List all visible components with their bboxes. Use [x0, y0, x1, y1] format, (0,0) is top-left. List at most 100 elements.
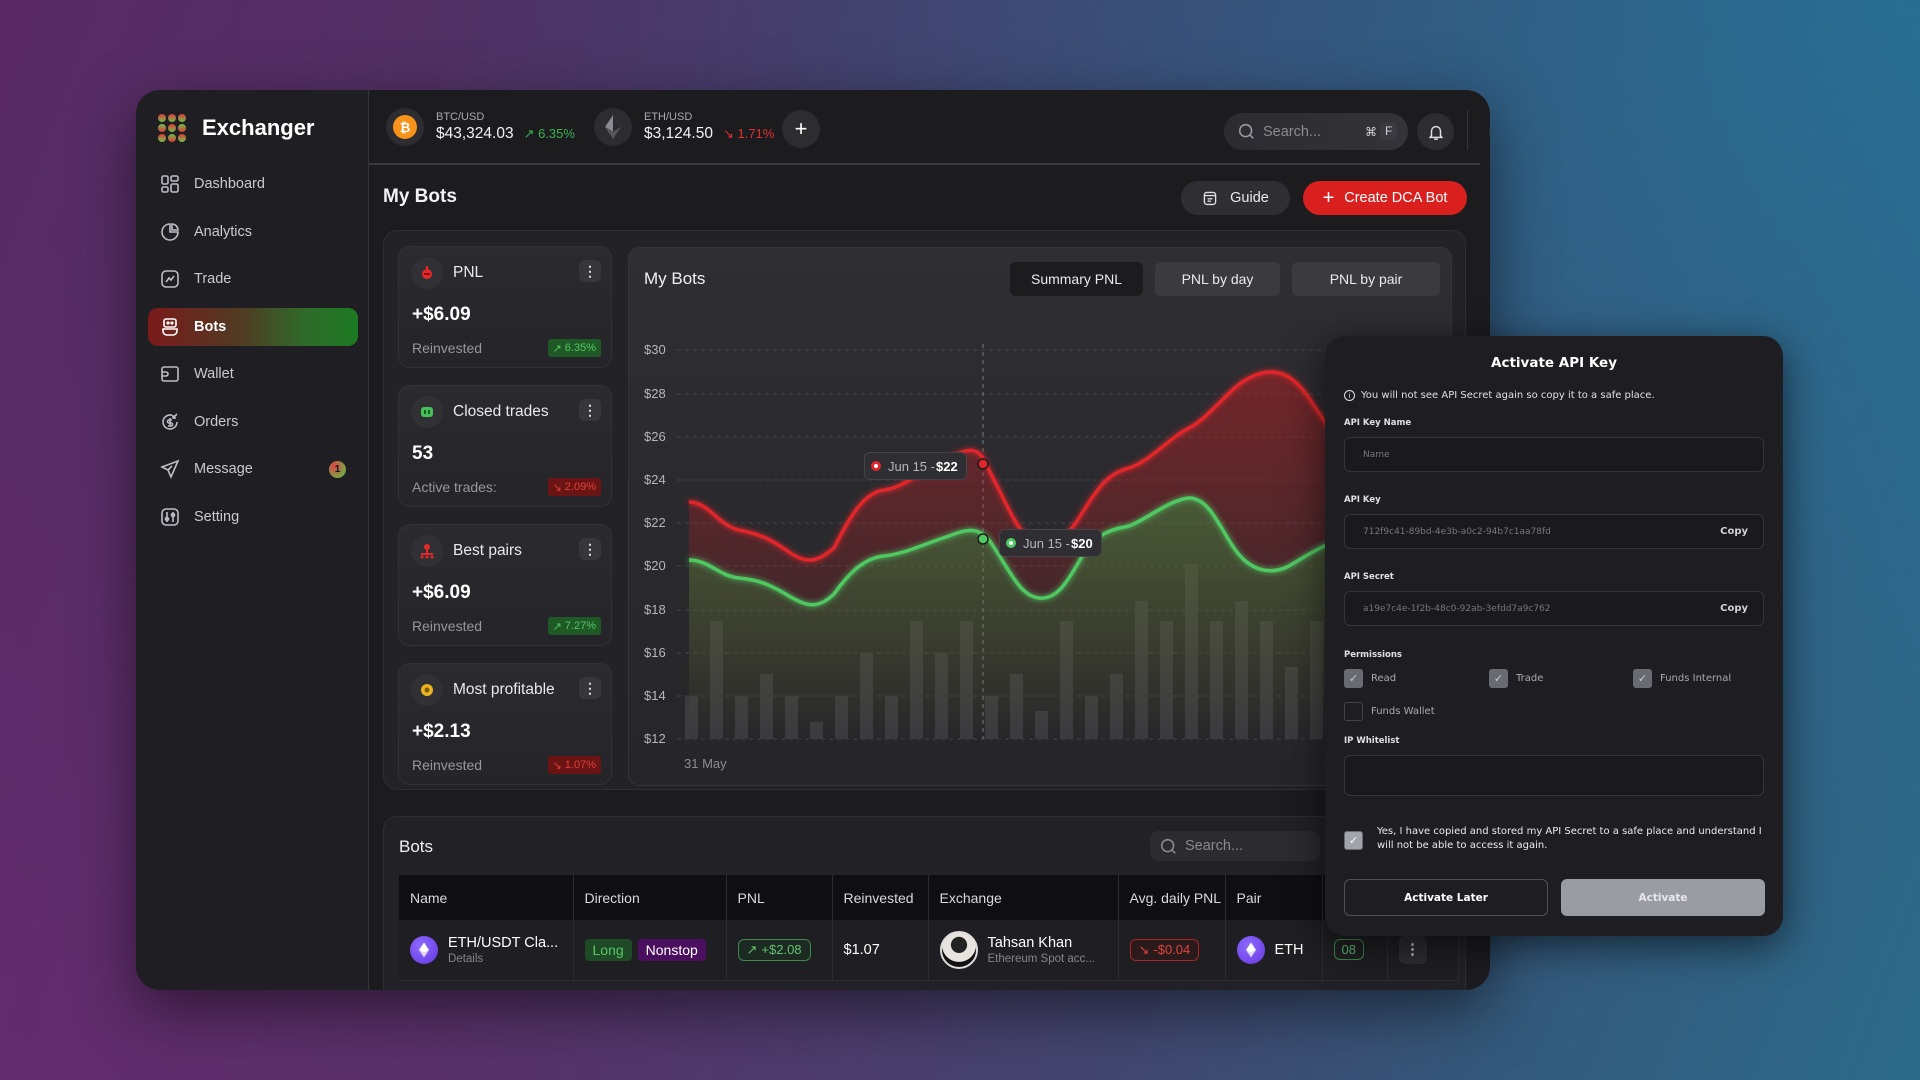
stat-menu-button[interactable]: ⋮: [579, 538, 601, 560]
row-menu-button[interactable]: ⋮: [1398, 935, 1427, 964]
svg-text:$20: $20: [644, 558, 666, 573]
trade-chart-icon: [161, 270, 179, 288]
column-header-pair[interactable]: Pair: [1225, 875, 1323, 920]
search-icon: [1238, 123, 1254, 139]
sidebar-item-orders[interactable]: Orders: [148, 403, 358, 441]
sidebar: Exchanger Dashboard Analytics Trade Bots: [136, 90, 369, 990]
trend-up-icon: ↗: [523, 126, 539, 141]
sidebar-item-label: Message: [194, 461, 253, 477]
ethereum-icon: [1236, 935, 1265, 964]
table-header-row: Name Direction PNL Reinvested Exchange A…: [399, 875, 1459, 920]
sidebar-item-setting[interactable]: Setting: [148, 498, 358, 536]
info-icon: i: [1344, 390, 1355, 401]
ticker-eth[interactable]: ETH/USD $3,124.50 ↘ 1.71%: [594, 108, 774, 146]
table-row[interactable]: ETH/USDT Cla... Details Long Nonstop ↗ +$2…: [399, 920, 1459, 981]
green-dot-icon: [1006, 538, 1016, 548]
settings-sliders-icon: [161, 507, 179, 526]
svg-text:$22: $22: [644, 515, 666, 530]
stat-title: Most profitable: [453, 681, 555, 698]
tab-pnl-by-day[interactable]: PNL by day: [1155, 262, 1280, 296]
permission-trade[interactable]: ✓ Trade: [1489, 669, 1543, 688]
create-dca-bot-button[interactable]: + Create DCA Bot: [1303, 181, 1467, 215]
stat-menu-button[interactable]: ⋮: [579, 260, 601, 282]
avg-daily-pnl-badge: ↘ -$0.04: [1129, 938, 1200, 961]
pnl-chart-panel: My Bots Summary PNL PNL by day PNL by pa…: [628, 247, 1452, 786]
permissions-label: Permissions: [1344, 650, 1402, 660]
bots-search-input[interactable]: Search...: [1150, 831, 1320, 861]
dashboard-icon: [161, 175, 179, 193]
confirm-checkbox[interactable]: ✓: [1344, 831, 1363, 850]
activate-api-key-modal: Activate API Key i You will not see API …: [1325, 336, 1783, 936]
svg-text:$12: $12: [644, 731, 666, 746]
stat-card-closed-trades: Closed trades ⋮ 53 Active trades: ↘ 2.09%: [398, 385, 612, 507]
checkbox-funds-wallet[interactable]: [1344, 702, 1363, 721]
column-header-exchange[interactable]: Exchange: [928, 875, 1119, 920]
column-header-reinvested[interactable]: Reinvested: [832, 875, 929, 920]
api-key-field[interactable]: 712f9c41-89bd-4e3b-a0c2-94b7c1aa78fd Cop…: [1344, 514, 1764, 549]
sidebar-item-label: Dashboard: [194, 176, 265, 192]
permission-label: Read: [1371, 673, 1397, 684]
stat-value: +$6.09: [412, 582, 471, 603]
permission-label: Funds Internal: [1660, 673, 1732, 684]
api-secret-field[interactable]: a19e7c4e-1f2b-48c0-92ab-3efdd7a9c762 Cop…: [1344, 591, 1764, 626]
trend-down-icon: ↘: [552, 759, 562, 772]
ticker-btc[interactable]: ₿ BTC/USD $43,324.03 ↗ 6.35%: [386, 108, 575, 146]
deposit-button[interactable]: Deposit: [1489, 113, 1490, 150]
ip-whitelist-input[interactable]: [1344, 755, 1764, 796]
wallet-icon: [161, 366, 179, 382]
y-axis-labels: $30 $28 $26 $24 $22 $20 $18 $16 $14 $12: [644, 342, 666, 746]
guide-button[interactable]: Guide: [1181, 181, 1290, 215]
api-secret-value: a19e7c4e-1f2b-48c0-92ab-3efdd7a9c762: [1363, 603, 1551, 614]
sidebar-item-label: Orders: [194, 413, 239, 430]
bots-panel: Bots Search... Name Direction PNL Reinve…: [383, 816, 1466, 990]
sidebar-item-message[interactable]: Message 1: [148, 450, 358, 488]
trend-down-icon: ↘: [1138, 941, 1150, 957]
bot-name[interactable]: ETH/USDT Cla...: [448, 934, 559, 951]
checkbox-funds-internal[interactable]: ✓: [1633, 669, 1652, 688]
ethereum-icon: [410, 935, 438, 964]
api-key-name-input[interactable]: Name: [1344, 437, 1764, 472]
column-header-avg-daily-pnl[interactable]: Avg. daily PNL: [1118, 875, 1226, 920]
tab-pnl-by-pair[interactable]: PNL by pair: [1292, 262, 1440, 296]
robot-icon: [411, 396, 443, 428]
activate-button[interactable]: Activate: [1561, 879, 1765, 916]
copy-api-secret-button[interactable]: Copy: [1720, 603, 1748, 614]
sidebar-item-wallet[interactable]: Wallet: [148, 355, 358, 393]
sidebar-item-dashboard[interactable]: Dashboard: [148, 165, 358, 203]
eth-coin-badge: [594, 108, 632, 146]
stat-sub: Reinvested: [412, 618, 483, 634]
permission-funds-wallet[interactable]: Funds Wallet: [1344, 702, 1435, 721]
column-header-direction[interactable]: Direction: [573, 875, 727, 920]
create-label: Create DCA Bot: [1344, 190, 1448, 206]
red-series-line: [688, 370, 1331, 562]
sidebar-item-trade[interactable]: Trade: [148, 260, 358, 298]
permission-funds-internal[interactable]: ✓ Funds Internal: [1633, 669, 1731, 688]
tab-summary-pnl[interactable]: Summary PNL: [1010, 262, 1143, 296]
notifications-button[interactable]: [1417, 113, 1454, 150]
column-header-pnl[interactable]: PNL: [726, 875, 833, 920]
copy-api-key-button[interactable]: Copy: [1720, 526, 1748, 537]
api-secret-label: API Secret: [1344, 572, 1394, 582]
sidebar-item-label: Wallet: [194, 366, 234, 382]
sidebar-item-bots[interactable]: Bots: [148, 307, 358, 346]
ticker-pair: BTC/USD: [436, 111, 485, 123]
guide-book-icon: [1203, 191, 1217, 206]
bot-head-icon: [411, 257, 443, 289]
stat-menu-button[interactable]: ⋮: [579, 677, 601, 699]
add-ticker-button[interactable]: +: [782, 110, 820, 148]
sidebar-item-analytics[interactable]: Analytics: [148, 213, 358, 251]
checkbox-trade[interactable]: ✓: [1489, 669, 1508, 688]
header-search[interactable]: Search... ⌘ F: [1224, 113, 1408, 150]
permission-read[interactable]: ✓ Read: [1344, 669, 1396, 688]
search-placeholder: Search...: [1185, 838, 1244, 854]
column-header-name[interactable]: Name: [399, 875, 574, 920]
stat-menu-button[interactable]: ⋮: [579, 399, 601, 421]
svg-text:$18: $18: [644, 602, 666, 617]
logo[interactable]: Exchanger: [158, 114, 315, 142]
activate-later-button[interactable]: Activate Later: [1344, 879, 1548, 916]
checkbox-read[interactable]: ✓: [1344, 669, 1363, 688]
svg-text:$28: $28: [644, 386, 666, 401]
stat-change-badge: ↗ 7.27%: [547, 617, 601, 635]
command-key-hint: ⌘: [1365, 125, 1377, 139]
bot-details-link[interactable]: Details: [448, 952, 484, 965]
